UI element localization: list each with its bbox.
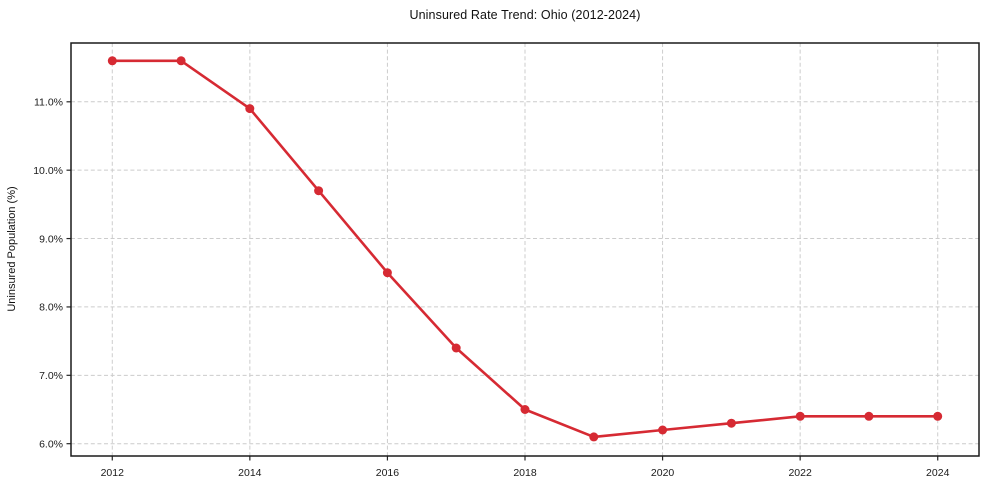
data-point-2024	[933, 411, 943, 421]
data-point-2020	[658, 425, 668, 435]
data-point-2014	[245, 104, 255, 114]
plot-border	[70, 42, 980, 457]
x-tick-label: 2012	[101, 467, 125, 479]
y-tick-label: 10.0%	[33, 165, 63, 177]
x-tick-label: 2024	[926, 467, 950, 479]
data-point-2023	[864, 411, 874, 421]
x-tick-label: 2016	[376, 467, 400, 479]
data-point-2017	[451, 343, 461, 353]
data-point-2013	[176, 56, 186, 66]
data-point-2019	[589, 432, 599, 442]
y-tick-label: 11.0%	[34, 97, 63, 109]
y-tick-label: 8.0%	[39, 302, 63, 314]
data-point-2015	[314, 186, 324, 196]
data-point-2016	[382, 268, 392, 278]
x-tick-label: 2014	[238, 467, 262, 479]
x-tick-label: 2020	[651, 467, 675, 479]
y-tick-label: 7.0%	[39, 370, 63, 382]
x-tick-label: 2022	[788, 467, 812, 479]
chart-title: Uninsured Rate Trend: Ohio (2012-2024)	[409, 8, 641, 22]
data-point-2012	[107, 56, 117, 66]
data-point-2021	[726, 418, 736, 428]
y-tick-label: 6.0%	[39, 438, 63, 450]
x-tick-label: 2018	[513, 467, 537, 479]
data-point-2018	[520, 405, 530, 414]
y-tick-label: 9.0%	[39, 233, 63, 245]
data-point-2022	[795, 411, 805, 421]
